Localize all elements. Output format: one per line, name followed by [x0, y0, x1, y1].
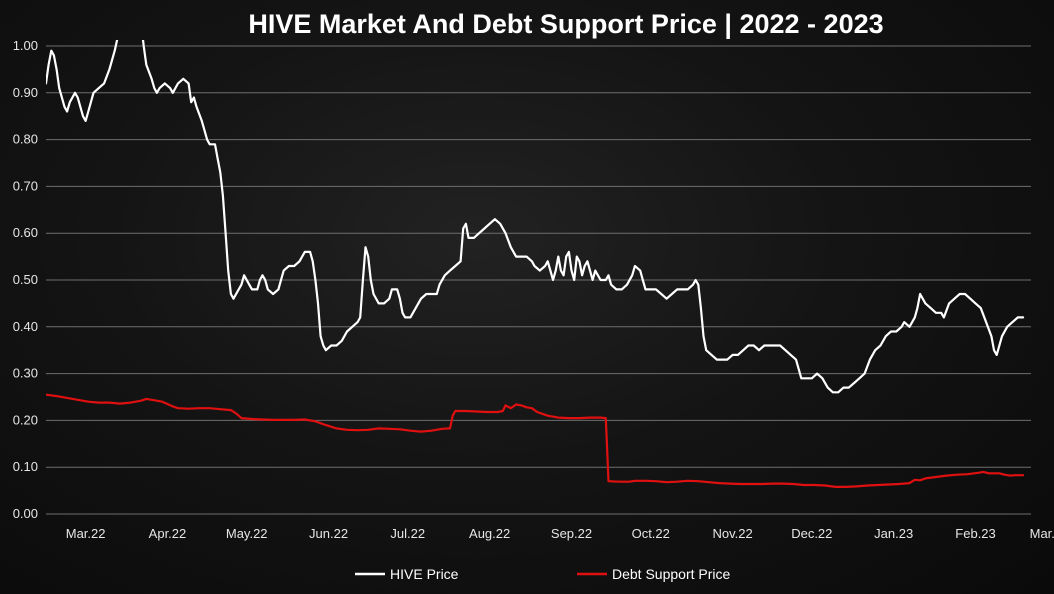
legend-label: HIVE Price — [390, 566, 459, 582]
chart-title: HIVE Market And Debt Support Price | 202… — [248, 9, 883, 39]
y-tick-label: 0.60 — [13, 225, 38, 240]
y-tick-label: 0.00 — [13, 506, 38, 521]
y-tick-label: 0.50 — [13, 272, 38, 287]
y-tick-label: 0.40 — [13, 319, 38, 334]
legend: HIVE Price Debt Support Price — [355, 566, 730, 582]
y-tick-label: 1.00 — [13, 38, 38, 53]
y-tick-label: 0.20 — [13, 412, 38, 427]
x-tick-label: Aug.22 — [469, 526, 510, 541]
x-tick-label: Dec.22 — [791, 526, 832, 541]
x-tick-label: May.22 — [226, 526, 268, 541]
x-tick-label: Sep.22 — [551, 526, 592, 541]
series-lines — [46, 40, 1025, 488]
hive-price-line — [46, 40, 1025, 394]
x-tick-label: Apr.22 — [149, 526, 187, 541]
y-axis: 0.00 0.10 0.20 0.30 0.40 0.50 0.60 0.70 0.80 0.90… — [13, 38, 38, 521]
x-tick-label: Jul.22 — [390, 526, 425, 541]
x-tick-label: Mar.23 — [1030, 526, 1054, 541]
debt-support-price-line — [46, 393, 1025, 488]
y-tick-label: 0.30 — [13, 366, 38, 381]
legend-label: Debt Support Price — [612, 566, 730, 582]
x-tick-label: Jun.22 — [309, 526, 348, 541]
y-tick-label: 0.10 — [13, 459, 38, 474]
x-tick-label: Feb.23 — [955, 526, 995, 541]
x-tick-label: Mar.22 — [66, 526, 106, 541]
y-tick-label: 0.80 — [13, 132, 38, 147]
y-tick-label: 0.90 — [13, 85, 38, 100]
y-tick-label: 0.70 — [13, 178, 38, 193]
x-tick-label: Nov.22 — [712, 526, 752, 541]
gridlines — [46, 45, 1031, 515]
x-tick-label: Jan.23 — [874, 526, 913, 541]
x-axis: Mar.22 Apr.22 May.22 Jun.22 Jul.22 Aug.22 Sep.… — [66, 526, 1054, 541]
x-tick-label: Oct.22 — [632, 526, 670, 541]
